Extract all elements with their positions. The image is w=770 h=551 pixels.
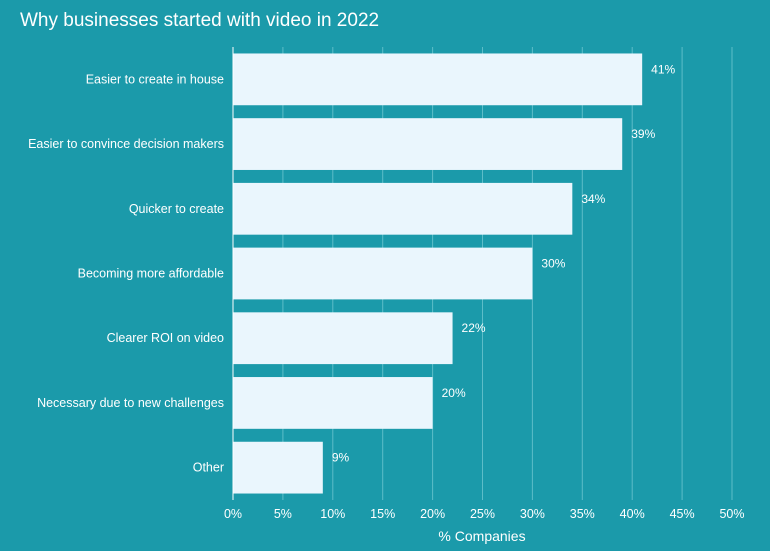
data-label: 30% [541, 257, 565, 271]
category-label: Other [193, 461, 224, 475]
bar [233, 441, 323, 494]
x-tick-label: 20% [420, 507, 445, 521]
x-tick-label: 30% [520, 507, 545, 521]
data-labels: 41% 39% 34% 30% 22% 20% 9% [332, 62, 676, 464]
bar [233, 377, 433, 429]
x-tick-label: 35% [570, 507, 595, 521]
category-label: Clearer ROI on video [107, 331, 224, 345]
x-tick-label: 5% [274, 507, 292, 521]
x-tick-label: 45% [670, 507, 695, 521]
bar [233, 247, 533, 300]
x-axis-title: % Companies [438, 528, 525, 544]
data-label: 39% [631, 127, 655, 141]
category-label: Easier to convince decision makers [28, 137, 224, 151]
x-axis-ticks: 0% 5% 10% 15% 20% 25% 30% 35% 40% 45% 50% [224, 507, 745, 521]
bar [233, 118, 623, 170]
bar [233, 312, 453, 365]
x-tick-label: 40% [620, 507, 645, 521]
data-label: 34% [581, 192, 605, 206]
category-labels: Easier to create in house Easier to convi… [28, 72, 224, 474]
category-label: Becoming more affordable [78, 267, 224, 281]
x-tick-label: 50% [719, 507, 744, 521]
data-label: 22% [462, 321, 486, 335]
data-label: 20% [442, 386, 466, 400]
x-tick-label: 15% [370, 507, 395, 521]
category-label: Necessary due to new challenges [37, 396, 224, 410]
x-tick-label: 0% [224, 507, 242, 521]
category-label: Easier to create in house [86, 72, 224, 86]
x-tick-label: 10% [320, 507, 345, 521]
data-label: 9% [332, 451, 350, 465]
chart-title: Why businesses started with video in 202… [20, 10, 379, 31]
data-label: 41% [651, 62, 675, 76]
bar [233, 182, 573, 235]
bar [233, 53, 643, 106]
category-label: Quicker to create [129, 202, 224, 216]
bars [233, 53, 643, 494]
x-tick-label: 25% [470, 507, 495, 521]
